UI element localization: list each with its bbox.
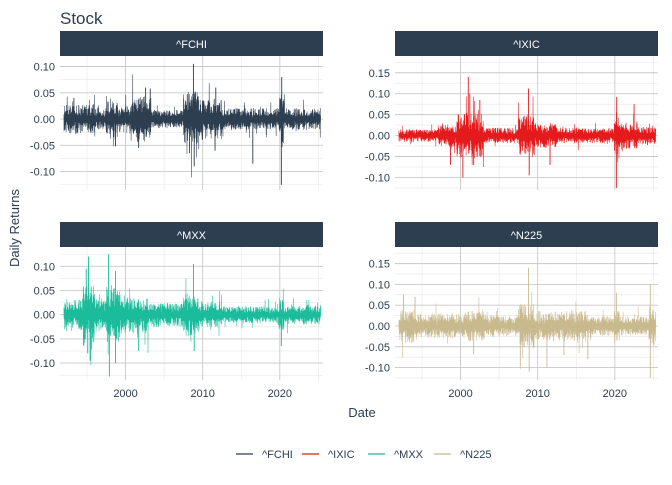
y-tick-label: 0.05 <box>369 110 390 122</box>
facet-strip-label: ^IXIC <box>513 39 540 51</box>
legend-item: ^N225 <box>434 449 491 461</box>
legend-item: ^MXX <box>368 449 424 461</box>
y-tick-label: 0.00 <box>34 310 55 322</box>
legend-item: ^FCHI <box>236 449 293 461</box>
y-tick-label: -0.05 <box>365 152 390 164</box>
y-tick-label: 0.00 <box>369 321 390 333</box>
y-tick-label: 0.15 <box>369 68 390 80</box>
y-tick-label: 0.05 <box>34 88 55 100</box>
series-line <box>398 96 656 168</box>
y-tick-label: -0.10 <box>30 358 55 370</box>
facet-strip <box>395 222 658 247</box>
y-tick-label: 0.05 <box>34 286 55 298</box>
facet-strip-label: ^MXX <box>177 230 207 242</box>
series-line <box>398 291 656 370</box>
y-tick-label: 0.15 <box>369 259 390 271</box>
facet-panel: ^IXIC 0.15 0.10 0.05 0.00 -0.05 -0.10 <box>365 31 658 190</box>
y-tick-label: -0.05 <box>30 140 55 152</box>
legend-item: ^IXIC <box>302 449 355 461</box>
facet-strip <box>60 222 323 247</box>
x-tick-label: 2020 <box>268 388 292 400</box>
facet-panel: ^FCHI 0.10 0.05 0.00 -0.05 -0.10 <box>30 31 323 190</box>
y-tick-label: -0.05 <box>30 334 55 346</box>
legend: ^FCHI ^IXIC ^MXX ^N225 <box>236 449 491 461</box>
chart-title: Stock <box>60 9 103 28</box>
x-tick-label: 2000 <box>448 388 472 400</box>
y-tick-label: -0.10 <box>365 172 390 184</box>
facet-strip <box>395 31 658 56</box>
legend-label: ^FCHI <box>262 449 293 461</box>
x-tick-label: 2000 <box>113 388 137 400</box>
y-tick-label: -0.05 <box>365 342 390 354</box>
y-tick-label: 0.00 <box>34 114 55 126</box>
y-tick-label: -0.10 <box>365 363 390 375</box>
series-line <box>63 278 321 366</box>
y-tick-label: 0.10 <box>369 89 390 101</box>
legend-label: ^IXIC <box>328 449 355 461</box>
y-tick-label: 0.10 <box>369 279 390 291</box>
facet-strip-label: ^FCHI <box>176 39 207 51</box>
y-tick-label: 0.10 <box>34 261 55 273</box>
x-tick-label: 2010 <box>525 388 549 400</box>
x-axis-title: Date <box>348 405 375 420</box>
facet-panel: ^N225 0.15 0.10 0.05 0.00 -0.05 -0.10 2000 2010 2… <box>365 222 658 400</box>
y-tick-label: -0.10 <box>30 167 55 179</box>
legend-label: ^N225 <box>460 449 491 461</box>
x-tick-label: 2020 <box>603 388 627 400</box>
facet-strip-label: ^N225 <box>511 230 542 242</box>
y-axis-title: Daily Returns <box>7 188 22 267</box>
legend-label: ^MXX <box>394 449 424 461</box>
facet-panel: ^MXX 0.10 0.05 0.00 -0.05 -0.10 2000 2010 2020 <box>30 222 323 400</box>
y-tick-label: 0.10 <box>34 62 55 74</box>
y-tick-label: 0.05 <box>369 300 390 312</box>
facet-strip <box>60 31 323 56</box>
x-tick-label: 2010 <box>190 388 214 400</box>
y-tick-label: 0.00 <box>369 131 390 143</box>
facet-panels: ^FCHI 0.10 0.05 0.00 -0.05 -0.10 ^IXIC 0.15 0.10… <box>30 31 658 400</box>
series-line <box>63 74 321 178</box>
